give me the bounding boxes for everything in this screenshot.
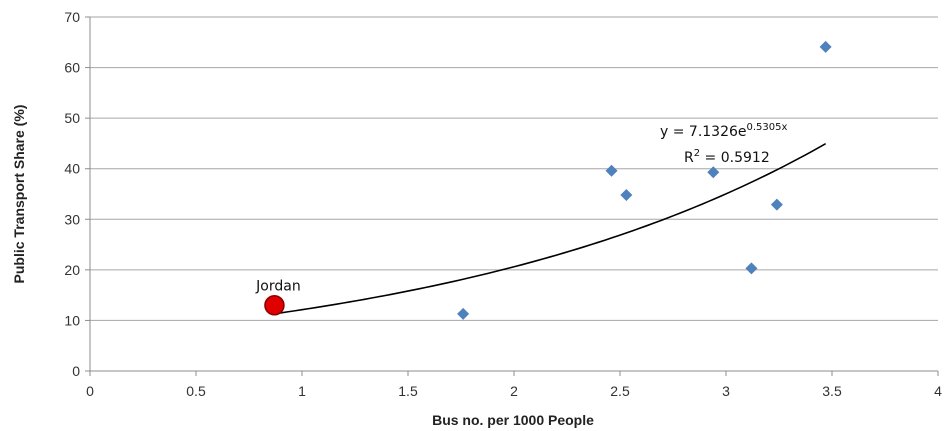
trendline-equation-base: y = 7.1326e: [660, 124, 747, 140]
y-tick-label: 40: [64, 161, 80, 177]
highlight-point: [264, 295, 285, 316]
x-tick-label: 0: [86, 383, 94, 399]
y-tick-label: 30: [64, 211, 80, 227]
data-point-diamond: [819, 40, 832, 53]
trendline-equation-exponent: 0.5305x: [747, 122, 788, 133]
gridlines: [90, 16, 938, 321]
y-tick-label: 0: [72, 363, 80, 379]
data-point-diamond: [457, 307, 470, 320]
data-point-diamond: [620, 189, 633, 202]
x-tick-label: 0.5: [186, 383, 206, 399]
data-point-diamond: [770, 198, 783, 211]
x-tick-label: 2: [510, 383, 518, 399]
highlight-point-group: Jordan: [255, 278, 301, 316]
y-tick-label: 10: [64, 312, 80, 328]
trendline-curve: [274, 142, 827, 315]
trendline-equation: y = 7.1326e0.5305x: [660, 122, 788, 140]
r-squared-exponent: 2: [694, 148, 700, 159]
data-point-diamond: [605, 164, 618, 177]
y-tick-label: 50: [64, 110, 80, 126]
y-tick-label: 60: [64, 60, 80, 76]
y-tick-label: 70: [64, 9, 80, 25]
y-tick-label: 20: [64, 262, 80, 278]
axes: 0 10 20 30 40 50 60 70 0 0.5 1 1.5 2 2.5 3 3.5 4: [64, 9, 942, 399]
x-tick-label: 3.5: [822, 383, 842, 399]
data-point-diamond: [707, 166, 720, 179]
r-squared-base: R: [684, 150, 694, 166]
data-points: [457, 40, 832, 320]
highlight-point-label: Jordan: [255, 278, 301, 294]
trendline: [274, 142, 827, 315]
x-tick-label: 4: [934, 383, 942, 399]
data-point-diamond: [745, 262, 758, 275]
x-tick-label: 1.5: [398, 383, 418, 399]
r-squared-value: = 0.5912: [700, 150, 770, 166]
x-tick-label: 3: [722, 383, 730, 399]
x-axis-title: Bus no. per 1000 People: [432, 412, 594, 428]
x-tick-label: 2.5: [610, 383, 630, 399]
x-tick-label: 1: [298, 383, 306, 399]
y-axis-title: Public Transport Share (%): [11, 105, 27, 284]
trendline-r-squared: R2 = 0.5912: [684, 148, 770, 166]
